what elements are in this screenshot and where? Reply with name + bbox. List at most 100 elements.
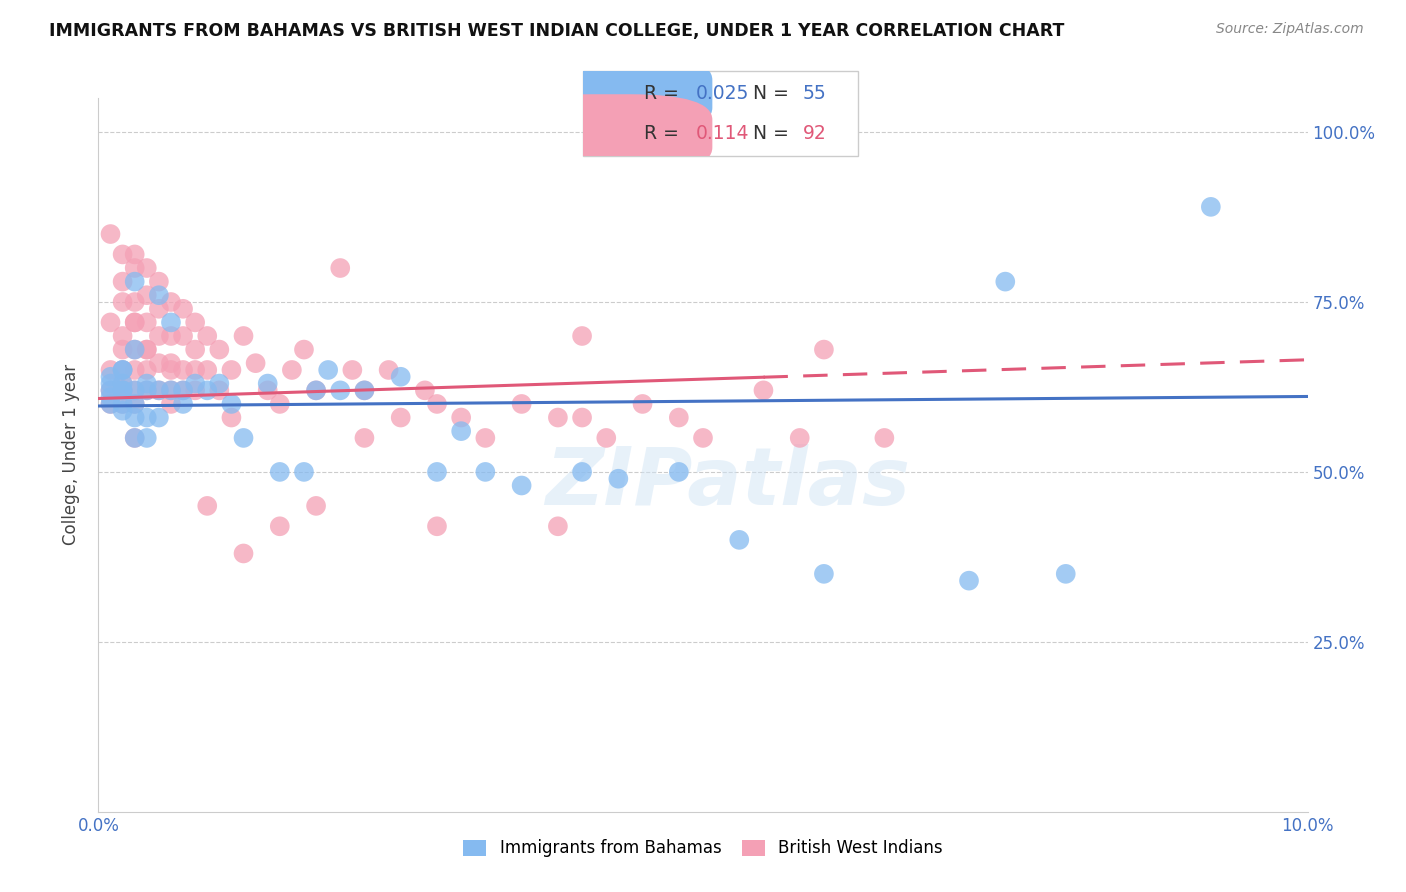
Point [957,574,980,588]
Point [292,465,315,479]
Point [353,431,375,445]
Point [172,301,194,316]
Point [184,315,207,329]
Point [195,499,218,513]
Point [111,376,134,391]
FancyBboxPatch shape [509,54,713,133]
Text: IMMIGRANTS FROM BAHAMAS VS BRITISH WEST INDIAN COLLEGE, UNDER 1 YEAR CORRELATION: IMMIGRANTS FROM BAHAMAS VS BRITISH WEST … [49,22,1064,40]
Point [195,384,218,398]
Point [135,260,157,275]
Point [571,410,593,425]
Point [668,465,690,479]
Point [111,384,134,398]
Point [100,397,122,411]
Point [111,384,134,398]
Point [389,369,412,384]
Point [160,329,183,343]
Point [148,384,170,398]
Point [547,410,569,425]
Legend: Immigrants from Bahamas, British West Indians: Immigrants from Bahamas, British West In… [457,833,949,864]
Point [208,343,231,357]
Point [111,247,134,261]
Point [124,384,146,398]
Point [160,315,183,329]
Point [160,363,183,377]
Point [571,329,593,343]
Point [111,397,134,411]
Point [124,397,146,411]
Point [631,397,654,411]
Point [135,343,157,357]
Point [426,465,449,479]
Point [426,519,449,533]
Point [305,499,328,513]
Point [111,295,134,310]
Point [813,343,835,357]
Point [256,384,278,398]
Text: Source: ZipAtlas.com: Source: ZipAtlas.com [1216,22,1364,37]
Point [100,363,122,377]
Point [571,465,593,479]
Point [124,275,146,289]
Point [208,384,231,398]
Point [124,343,146,357]
Point [172,363,194,377]
Point [124,247,146,261]
Point [172,384,194,398]
Point [342,363,364,377]
Text: N =: N = [754,124,796,143]
Point [172,329,194,343]
Point [135,384,157,398]
Point [450,424,472,438]
Point [148,275,170,289]
Point [135,410,157,425]
Point [595,431,617,445]
Point [124,295,146,310]
Point [184,363,207,377]
Text: R =: R = [644,85,685,103]
FancyBboxPatch shape [583,71,858,156]
Point [305,384,328,398]
Point [111,397,134,411]
Text: 55: 55 [803,85,827,103]
Text: 0.114: 0.114 [696,124,749,143]
Point [510,478,533,492]
Point [413,384,436,398]
Text: 0.025: 0.025 [696,85,749,103]
Point [148,356,170,370]
Text: 92: 92 [803,124,827,143]
Point [547,519,569,533]
Point [232,329,254,343]
Point [256,376,278,391]
Point [172,397,194,411]
Point [208,376,231,391]
Text: N =: N = [754,85,796,103]
Point [172,384,194,398]
Point [100,369,122,384]
Point [160,384,183,398]
Point [269,465,291,479]
Point [510,397,533,411]
Point [474,431,496,445]
Point [135,343,157,357]
Point [269,397,291,411]
Point [111,376,134,391]
Point [184,376,207,391]
Point [160,356,183,370]
Point [124,315,146,329]
Point [1054,566,1077,581]
Point [281,363,304,377]
Point [607,472,630,486]
Point [195,329,218,343]
Point [124,260,146,275]
Point [813,566,835,581]
Point [111,384,134,398]
Point [873,431,896,445]
Point [135,431,157,445]
Point [752,384,775,398]
Point [269,519,291,533]
Point [100,384,122,398]
Point [184,384,207,398]
Point [148,288,170,302]
Point [111,363,134,377]
